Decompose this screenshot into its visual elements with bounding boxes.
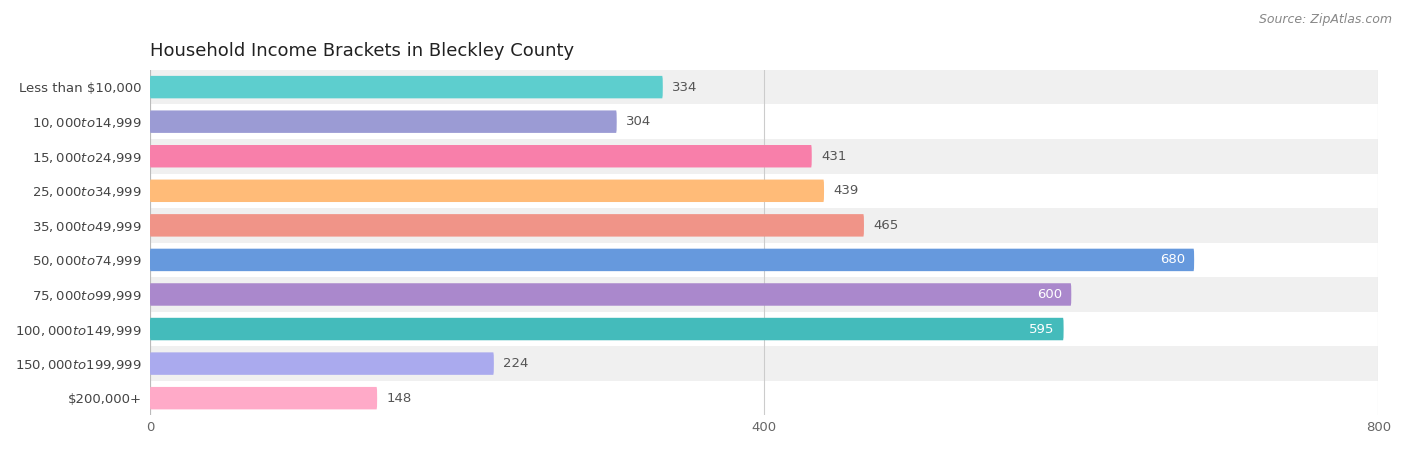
FancyBboxPatch shape bbox=[150, 283, 1071, 306]
Text: 465: 465 bbox=[873, 219, 898, 232]
FancyBboxPatch shape bbox=[150, 145, 811, 167]
Text: 148: 148 bbox=[387, 392, 412, 405]
Text: 680: 680 bbox=[1160, 253, 1185, 266]
Bar bbox=[150, 70, 1378, 104]
FancyBboxPatch shape bbox=[150, 214, 863, 237]
FancyBboxPatch shape bbox=[150, 318, 1063, 340]
Bar bbox=[150, 104, 1378, 139]
FancyBboxPatch shape bbox=[150, 387, 377, 409]
Text: 595: 595 bbox=[1029, 322, 1054, 335]
FancyBboxPatch shape bbox=[150, 249, 1194, 271]
Bar bbox=[150, 346, 1378, 381]
Bar bbox=[150, 312, 1378, 346]
FancyBboxPatch shape bbox=[150, 110, 617, 133]
Text: 304: 304 bbox=[626, 115, 651, 128]
Text: 431: 431 bbox=[821, 150, 846, 163]
Bar bbox=[150, 139, 1378, 173]
Bar bbox=[150, 173, 1378, 208]
Bar bbox=[150, 242, 1378, 277]
FancyBboxPatch shape bbox=[150, 352, 494, 375]
FancyBboxPatch shape bbox=[150, 76, 662, 98]
Bar bbox=[150, 277, 1378, 312]
FancyBboxPatch shape bbox=[150, 180, 824, 202]
Bar bbox=[150, 208, 1378, 242]
Bar bbox=[150, 381, 1378, 415]
Text: 334: 334 bbox=[672, 81, 697, 93]
Text: 439: 439 bbox=[834, 184, 859, 197]
Text: Household Income Brackets in Bleckley County: Household Income Brackets in Bleckley Co… bbox=[150, 42, 574, 60]
Text: 600: 600 bbox=[1038, 288, 1062, 301]
Text: Source: ZipAtlas.com: Source: ZipAtlas.com bbox=[1258, 13, 1392, 26]
Text: 224: 224 bbox=[503, 357, 529, 370]
